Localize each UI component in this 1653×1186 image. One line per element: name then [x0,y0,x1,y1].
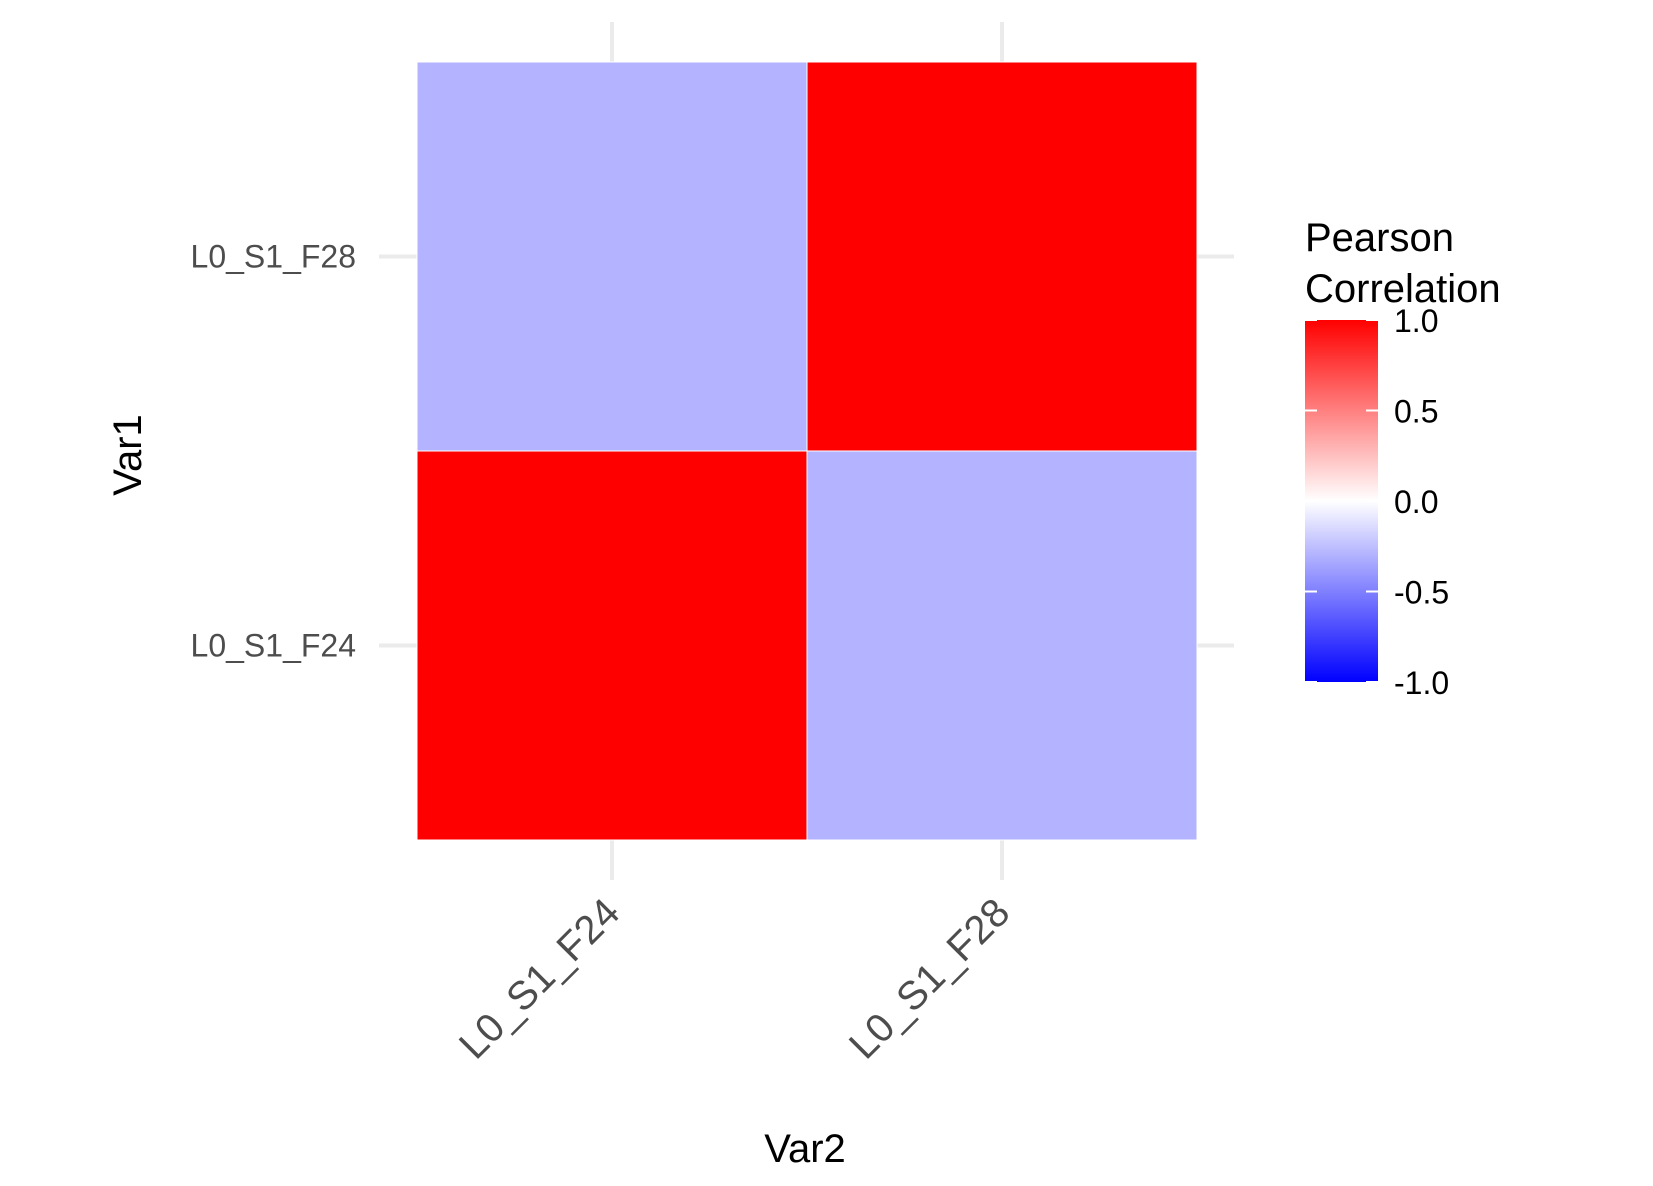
legend-ticks: 1.0 0.5 0.0 -0.5 -1.0 [1305,303,1449,701]
legend-tick-label: 1.0 [1394,303,1438,339]
x-tick-labels: L0_S1_F24 L0_S1_F28 [451,890,1018,1067]
x-axis-title: Var2 [764,1127,846,1171]
color-legend: Pearson Correlation 1.0 0.5 0.0 -0.5 -1.0 [1305,216,1501,701]
legend-tick-label: -1.0 [1394,665,1449,701]
x-tick-label: L0_S1_F28 [841,890,1018,1067]
heatmap-cell [806,61,1198,452]
legend-title-line-2: Correlation [1305,267,1501,311]
heatmap-cell [416,450,808,841]
y-tick-label: L0_S1_F28 [191,239,356,275]
y-tick-label: L0_S1_F24 [191,628,356,664]
legend-tick-label: 0.0 [1394,484,1438,520]
heatmap-cell [806,450,1198,841]
legend-title-line-1: Pearson [1305,216,1454,260]
x-tick-label: L0_S1_F24 [451,890,628,1067]
heatmap-cell [416,61,808,452]
y-tick-labels: L0_S1_F24 L0_S1_F28 [191,239,356,664]
legend-colorbar [1305,320,1378,682]
heatmap-cells [416,61,1198,841]
legend-tick-label: 0.5 [1394,394,1438,430]
legend-tick-label: -0.5 [1394,575,1449,611]
y-axis-title: Var1 [106,414,150,496]
